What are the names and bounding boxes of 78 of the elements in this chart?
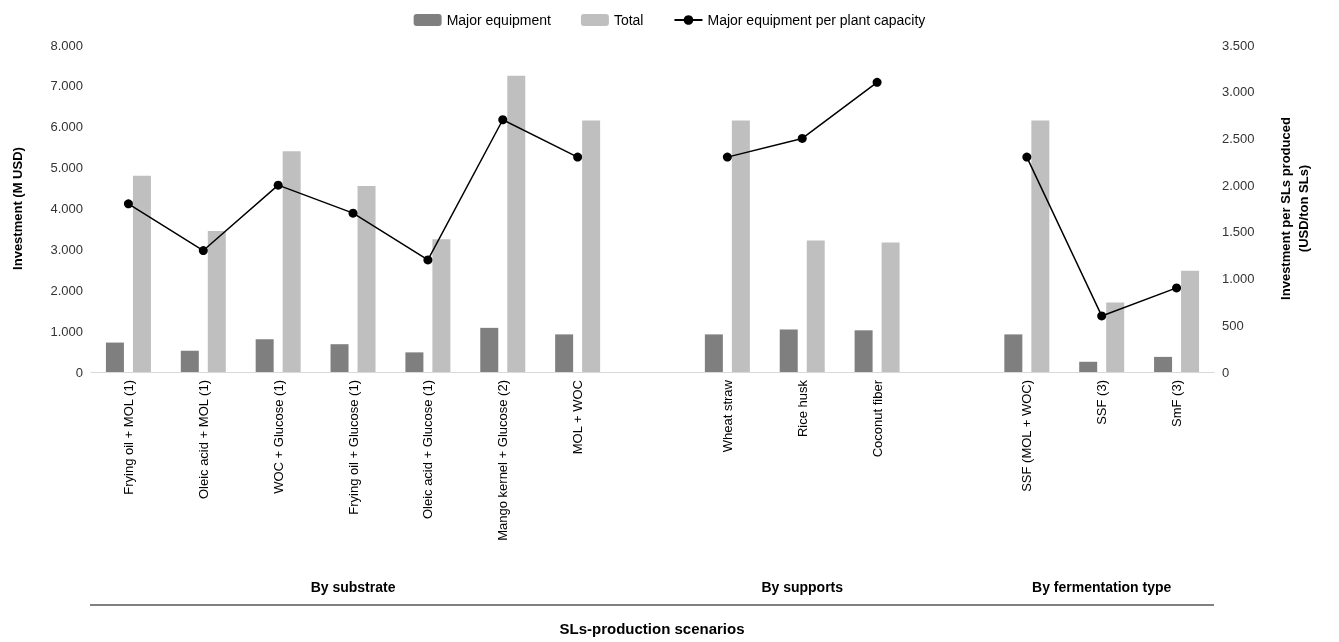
point — [348, 208, 358, 218]
y-axis-title: Investment (M USD) — [9, 147, 25, 270]
legend-label: Major equipment per plant capacity — [707, 12, 926, 28]
y2-tick-label: 1.000 — [1222, 271, 1255, 287]
y2-tick-label: 3.500 — [1222, 37, 1255, 53]
x-tick-label: SSF (MOL + WOC) — [1019, 380, 1035, 492]
text: SLs-production scenarios — [559, 619, 745, 637]
y2-tick-label: 2.500 — [1222, 130, 1255, 146]
x-tick-label: Oleic acid + Glucose (1) — [420, 380, 436, 520]
bar — [1106, 302, 1125, 372]
bar — [555, 334, 574, 372]
y-tick-label: 5.000 — [50, 160, 83, 176]
bar — [330, 344, 349, 372]
bar — [779, 329, 798, 372]
bar — [207, 230, 226, 372]
point — [1022, 152, 1032, 162]
x-tick-label: Oleic acid + MOL (1) — [195, 380, 211, 500]
bar — [507, 75, 526, 372]
point — [198, 246, 208, 256]
x-tick-label: Mango kernel + Glucose (2) — [495, 380, 511, 541]
y2-tick-label: 500 — [1222, 317, 1244, 333]
point — [797, 133, 807, 143]
point — [1097, 311, 1107, 321]
point — [872, 77, 882, 87]
point — [423, 255, 433, 265]
point — [573, 152, 583, 162]
y2-tick-label: 3.000 — [1222, 84, 1255, 100]
point — [273, 180, 283, 190]
bar — [180, 350, 199, 372]
legend-label: Total — [613, 12, 644, 28]
y2-tick-label: 2.000 — [1222, 177, 1255, 193]
y2-tick-label: 0 — [1222, 364, 1230, 380]
y-tick-label: 0 — [75, 364, 83, 380]
point — [123, 199, 133, 209]
y-tick-label: 8.000 — [50, 37, 83, 53]
bar — [1031, 120, 1050, 372]
bar — [1181, 270, 1200, 372]
text: By supports — [761, 579, 844, 595]
bar — [582, 120, 601, 372]
y-tick-label: 4.000 — [50, 201, 83, 216]
text: By fermentation type — [1032, 579, 1172, 595]
bar — [704, 334, 723, 372]
y-tick-label: 7.000 — [50, 78, 83, 94]
y2-tick-label: 1.500 — [1222, 224, 1255, 240]
text: By substrate — [310, 579, 396, 595]
bar — [806, 240, 825, 372]
x-tick-label: MOL + WOC — [570, 380, 586, 455]
bar — [282, 151, 301, 372]
bar — [480, 327, 499, 372]
y-tick-label: 3.000 — [50, 241, 83, 257]
bar — [432, 239, 451, 372]
bar — [881, 242, 900, 372]
x-tick-label: Rice husk — [794, 379, 810, 438]
x-tick-label: Wheat straw — [719, 379, 735, 453]
bar — [105, 342, 124, 372]
y2-axis-title: Investment per SLs produced (USD/ton SLs) — [1277, 117, 1311, 300]
x-tick-label: Frying oil + Glucose (1) — [345, 380, 361, 515]
bar — [255, 339, 274, 372]
point — [498, 115, 508, 125]
y-tick-label: 1.000 — [50, 323, 83, 339]
point — [1172, 283, 1182, 293]
bar — [132, 175, 151, 372]
bar — [854, 330, 873, 372]
bar — [1004, 334, 1023, 372]
x-tick-label: Coconut fiber — [869, 379, 885, 458]
legend-label: Major equipment — [446, 12, 552, 28]
x-tick-label: SmF (3) — [1169, 380, 1185, 427]
y-tick-label: 6.000 — [50, 119, 83, 135]
x-tick-label: SSF (3) — [1094, 380, 1110, 425]
point — [722, 152, 732, 162]
bar — [1154, 356, 1173, 372]
bar — [731, 120, 750, 372]
bar — [357, 186, 376, 372]
y-tick-label: 2.000 — [50, 282, 83, 298]
bar — [405, 352, 424, 372]
bar — [1079, 361, 1098, 372]
x-tick-label: WOC + Glucose (1) — [270, 380, 286, 494]
x-tick-label: Frying oil + MOL (1) — [120, 380, 136, 495]
